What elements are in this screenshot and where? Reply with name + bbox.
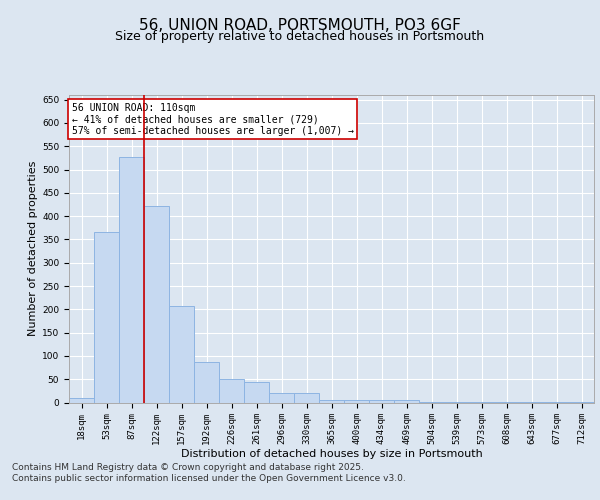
Bar [269,393,294,402]
Bar [369,400,394,402]
Bar [169,306,194,402]
Bar [294,393,319,402]
Text: Contains HM Land Registry data © Crown copyright and database right 2025.: Contains HM Land Registry data © Crown c… [12,462,364,471]
Bar [69,398,94,402]
Bar [94,232,119,402]
Bar [244,382,269,402]
Bar [119,157,144,402]
X-axis label: Distribution of detached houses by size in Portsmouth: Distribution of detached houses by size … [181,448,482,458]
Bar [219,379,244,402]
Y-axis label: Number of detached properties: Number of detached properties [28,161,38,336]
Text: Contains public sector information licensed under the Open Government Licence v3: Contains public sector information licen… [12,474,406,483]
Bar [144,206,169,402]
Text: 56 UNION ROAD: 110sqm
← 41% of detached houses are smaller (729)
57% of semi-det: 56 UNION ROAD: 110sqm ← 41% of detached … [71,102,353,136]
Bar [394,400,419,402]
Text: 56, UNION ROAD, PORTSMOUTH, PO3 6GF: 56, UNION ROAD, PORTSMOUTH, PO3 6GF [139,18,461,32]
Bar [319,400,344,402]
Text: Size of property relative to detached houses in Portsmouth: Size of property relative to detached ho… [115,30,485,43]
Bar [344,400,369,402]
Bar [194,362,219,403]
